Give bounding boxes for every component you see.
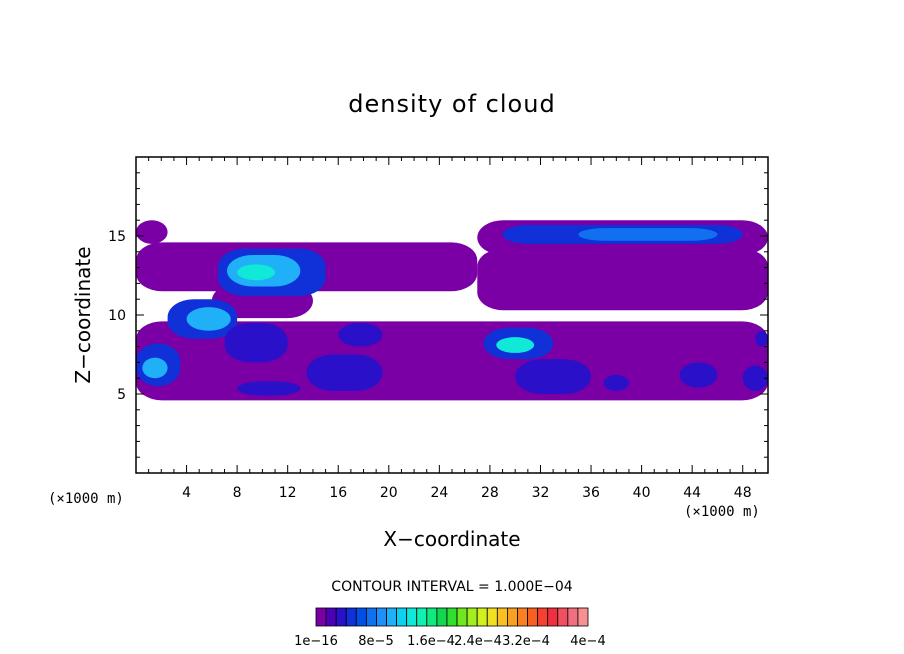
x-tick-label: 16	[329, 485, 347, 501]
colorbar-label: 4e−4	[570, 634, 605, 649]
x-tick-label: 8	[233, 485, 242, 501]
x-tick-label: 12	[279, 485, 297, 501]
colorbar-cell	[446, 607, 458, 627]
colorbar-cell	[547, 607, 559, 627]
colorbar-label: 1e−16	[294, 634, 338, 649]
x-tick-label: 24	[430, 485, 448, 501]
contour-region-21	[515, 359, 592, 394]
colorbar-cell	[396, 607, 408, 627]
contour-region-24	[742, 365, 768, 391]
colorbar-cell	[335, 607, 347, 627]
x-tick-label: 36	[582, 485, 600, 501]
contour-region-12	[186, 307, 231, 331]
colorbar-cell	[507, 607, 518, 627]
contour-region-18	[237, 381, 301, 396]
x-tick-label: 40	[633, 485, 651, 501]
x-tick-label: 28	[481, 485, 499, 501]
y-axis-label: Z−coordinate	[71, 246, 95, 383]
x-tick-label: 48	[734, 485, 752, 501]
x-tick-label: 4	[182, 485, 191, 501]
contour-region-15	[224, 322, 288, 363]
colorbar-cell	[436, 607, 448, 627]
contour-region-20	[496, 337, 535, 353]
contour-region-10	[237, 264, 276, 281]
x-unit-left: (×1000 m)	[48, 491, 124, 507]
colorbar-label: 8e−5	[358, 634, 393, 649]
chart-title: density of cloud	[348, 90, 555, 118]
contour-interval-label: CONTOUR INTERVAL = 1.000E−04	[331, 579, 572, 595]
colorbar-cell	[486, 607, 498, 627]
colorbar-cell	[345, 607, 357, 627]
colorbar-cell	[386, 607, 397, 627]
x-tick-label: 20	[380, 485, 398, 501]
contour-region-25	[755, 330, 768, 347]
contour-region-14	[142, 357, 168, 379]
contour-region-23	[679, 362, 718, 388]
contour-region-22	[603, 375, 629, 391]
colorbar	[315, 607, 589, 627]
colorbar-cell	[567, 607, 579, 627]
colorbar-cell	[577, 607, 589, 627]
colorbar-cell	[527, 607, 539, 627]
colorbar-cell	[537, 607, 549, 627]
colorbar-labels: 1e−16 8e−5 1.6e−4 2.4e−4 3.2e−4 4e−4	[294, 634, 606, 649]
colorbar-cell	[476, 607, 488, 627]
x-axis-label: X−coordinate	[383, 527, 520, 551]
colorbar-cell	[466, 607, 478, 627]
colorbar-cell	[517, 607, 528, 627]
colorbar-cell	[426, 607, 438, 627]
colorbar-cell	[406, 607, 418, 627]
contour-region-7	[578, 228, 718, 241]
colorbar-label: 2.4e−4	[454, 634, 502, 649]
x-tick-label: 32	[532, 485, 550, 501]
colorbar-label: 1.6e−4	[407, 634, 455, 649]
contour-region-4	[477, 248, 768, 311]
colorbar-cell	[355, 607, 367, 627]
contour-region-16	[306, 354, 383, 391]
plot-area	[136, 220, 768, 401]
colorbar-cell	[496, 607, 508, 627]
colorbar-cell	[416, 607, 428, 627]
colorbar-cell	[365, 607, 377, 627]
y-tick-label: 10	[108, 308, 126, 324]
x-unit-right: (×1000 m)	[684, 504, 760, 520]
colorbar-label: 3.2e−4	[502, 634, 550, 649]
colorbar-cell	[456, 607, 468, 627]
colorbar-cell	[557, 607, 569, 627]
contour-region-17	[338, 322, 383, 347]
x-tick-label: 44	[683, 485, 701, 501]
colorbar-cell	[315, 607, 327, 627]
colorbar-cell	[376, 607, 387, 627]
contour-region-0	[136, 220, 168, 244]
colorbar-cell	[325, 607, 337, 627]
y-tick-label: 5	[117, 387, 126, 403]
y-tick-label: 15	[108, 229, 126, 245]
